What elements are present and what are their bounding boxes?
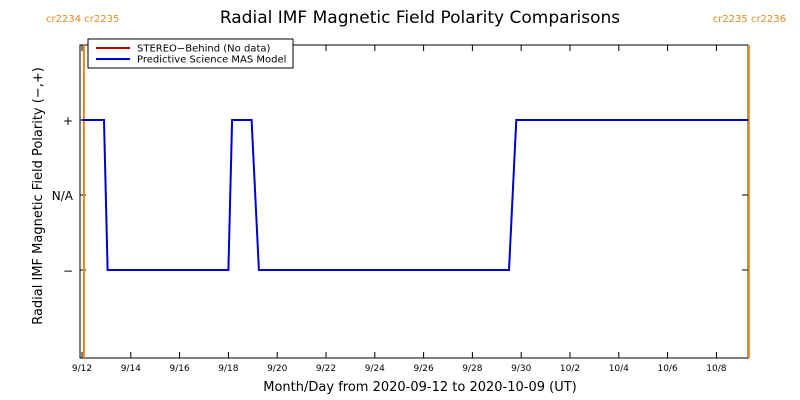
- y-tick-label: +: [63, 114, 73, 128]
- legend: STEREO−Behind (No data)Predictive Scienc…: [87, 38, 294, 69]
- x-axis-label: Month/Day from 2020-09-12 to 2020-10-09 …: [263, 380, 576, 395]
- y-axis-ticks: + N/A −: [52, 44, 748, 359]
- carrington-label: cr2235 cr2236: [713, 14, 786, 25]
- x-tick-label: 9/14: [121, 364, 141, 374]
- x-tick-label: 9/22: [316, 364, 336, 374]
- x-tick-label: 9/26: [413, 364, 433, 374]
- x-tick-label: 9/16: [169, 364, 189, 374]
- x-tick-label: 9/28: [462, 364, 482, 374]
- x-tick-label: 9/30: [511, 364, 531, 374]
- x-tick-label: 10/8: [706, 364, 726, 374]
- carrington-rotation-labels: cr2234 cr2235 cr2235 cr2236: [46, 14, 786, 25]
- x-tick-label: 10/6: [657, 364, 677, 374]
- legend-box: [87, 38, 294, 69]
- y-axis-label: Radial IMF Magnetic Field Polarity (−,+): [31, 67, 46, 325]
- plot-frame: [79, 44, 749, 359]
- x-axis-ticks: 9/12 9/14 9/16 9/18 9/20 9/22 9/24 9/26 9/28 9/30…: [72, 45, 727, 374]
- series-lines: [82, 119, 749, 271]
- x-tick-label: 9/24: [365, 364, 385, 374]
- y-tick-label: N/A: [52, 189, 74, 203]
- y-tick-label: −: [63, 264, 73, 278]
- series-line-1: [82, 119, 749, 271]
- legend-label: STEREO−Behind (No data): [137, 44, 270, 55]
- x-tick-label: 10/4: [609, 364, 629, 374]
- x-tick-label: 9/12: [72, 364, 92, 374]
- carrington-label: cr2234 cr2235: [46, 14, 119, 25]
- legend-label: Predictive Science MAS Model: [137, 55, 286, 66]
- x-tick-label: 10/2: [560, 364, 580, 374]
- x-tick-label: 9/20: [267, 364, 287, 374]
- x-tick-label: 9/18: [218, 364, 238, 374]
- chart-title: Radial IMF Magnetic Field Polarity Compa…: [220, 8, 620, 28]
- carrington-markers: [82, 45, 750, 358]
